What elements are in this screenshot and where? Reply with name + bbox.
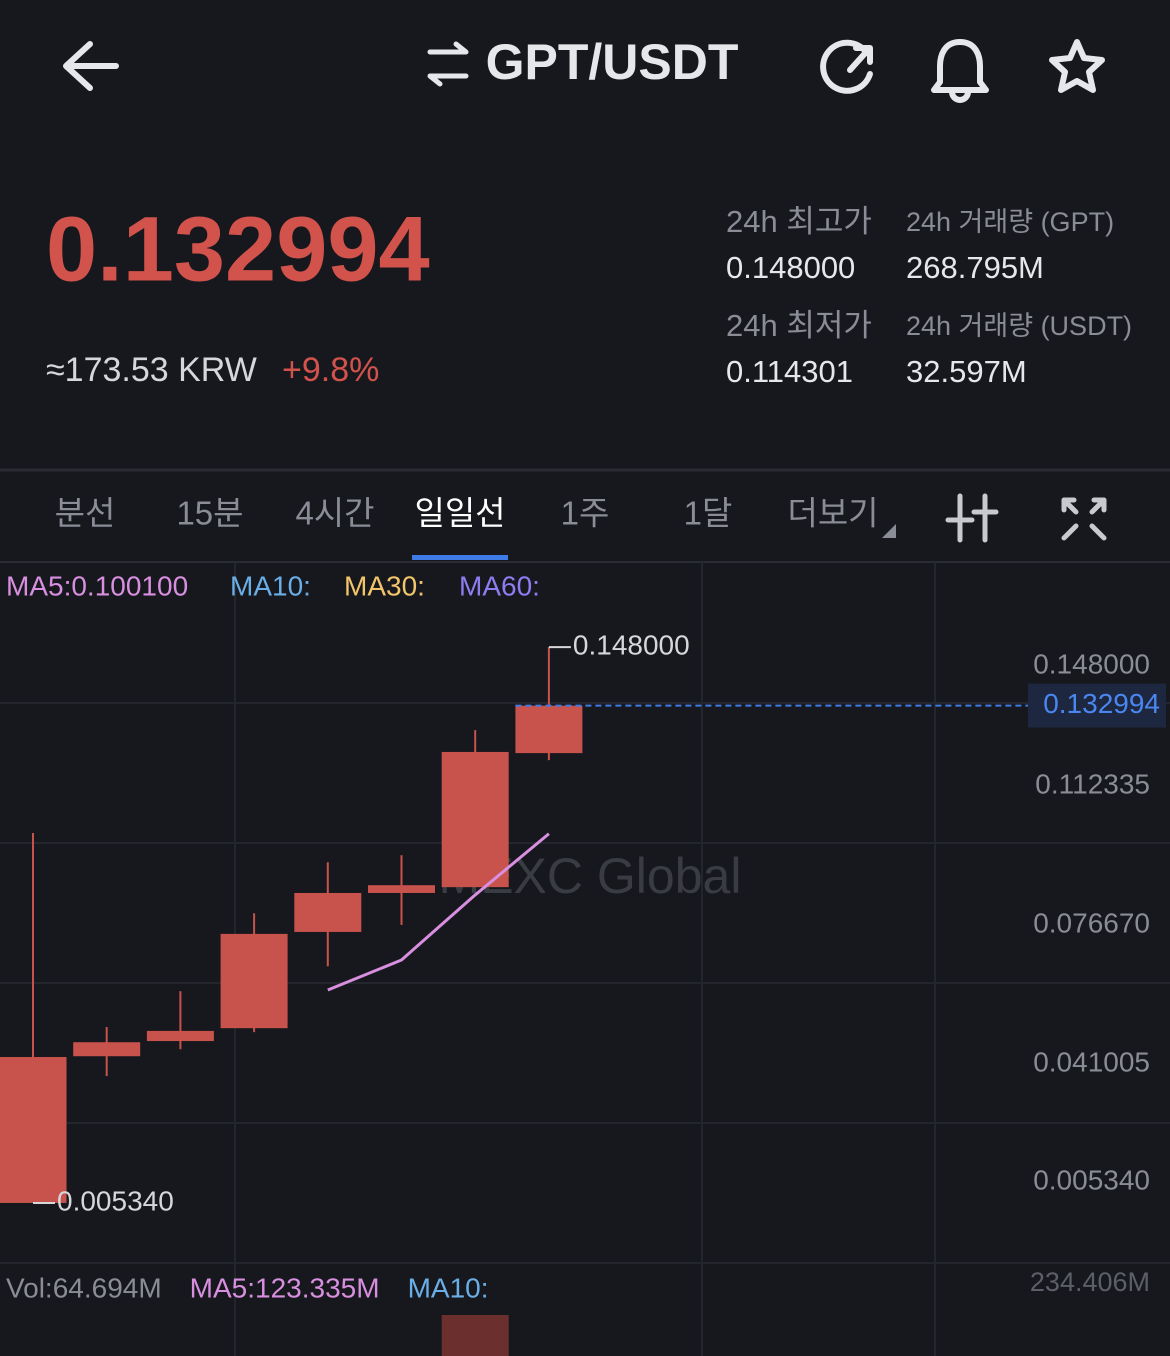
alert-icon[interactable]	[931, 39, 989, 103]
candle-body	[220, 933, 288, 1029]
y-tick-label: 0.076670	[1033, 907, 1150, 938]
candle-body	[515, 705, 583, 754]
more-arrow	[882, 524, 896, 538]
timeframe-tab[interactable]: 1주	[561, 495, 610, 532]
ma-legend: MA60:	[459, 570, 540, 601]
favorite-icon[interactable]	[1049, 39, 1105, 93]
y-tick-label: 0.148000	[1033, 648, 1150, 679]
candle-body	[441, 751, 509, 888]
swap-icon[interactable]	[427, 41, 469, 87]
volume-legend: MA5:123.335M	[190, 1272, 380, 1303]
stat-value: 0.148000	[726, 250, 855, 285]
last-price: 0.132994	[46, 198, 430, 300]
volume-bar	[441, 1315, 509, 1356]
candle-body	[146, 1030, 214, 1042]
stat-label: 24h 거래량 (USDT)	[906, 311, 1132, 341]
volume-max-label: 234.406M	[1030, 1267, 1150, 1297]
timeframe-tab[interactable]: 15분	[176, 495, 243, 532]
pair-title: GPT/USDT	[486, 34, 739, 90]
indicator-icon[interactable]	[945, 493, 999, 543]
candle-body	[0, 1057, 67, 1203]
timeframe-tab[interactable]: 더보기	[787, 495, 878, 532]
y-tick-label: 0.005340	[1033, 1164, 1150, 1195]
active-tab-indicator	[412, 555, 508, 560]
candle-body	[368, 885, 435, 893]
low-marker-label: 0.005340	[57, 1185, 174, 1216]
last-price-label: 0.132994	[1043, 688, 1160, 719]
back-button[interactable]	[63, 41, 119, 91]
ma-legend: MA10:	[230, 570, 311, 601]
fullscreen-icon[interactable]	[1061, 497, 1107, 541]
candle-body	[294, 892, 362, 932]
volume-legend: Vol:64.694M	[6, 1272, 162, 1303]
price-change: +9.8%	[282, 351, 379, 389]
ma-legend: MA5:0.100100	[6, 570, 188, 601]
krw-price: ≈173.53 KRW	[46, 351, 257, 389]
timeframe-tab[interactable]: 4시간	[295, 495, 374, 532]
ma-line	[327, 832, 550, 992]
timeframe-tab[interactable]: 일일선	[414, 495, 505, 532]
candle-body	[73, 1042, 141, 1057]
y-tick-label: 0.041005	[1033, 1046, 1150, 1077]
high-marker-label: 0.148000	[573, 630, 690, 661]
timeframe-tab[interactable]: 분선	[55, 495, 116, 532]
ma-legend: MA30:	[344, 570, 425, 601]
timeframe-tab[interactable]: 1달	[684, 495, 733, 532]
stat-value: 32.597M	[906, 354, 1027, 389]
volume-legend: MA10:	[408, 1272, 489, 1303]
stat-label: 24h 최저가	[726, 308, 872, 343]
stat-label: 24h 거래량 (GPT)	[906, 207, 1114, 237]
stat-value: 0.114301	[726, 354, 853, 389]
share-icon[interactable]	[820, 39, 873, 94]
last-price-tag	[1028, 683, 1166, 728]
stat-value: 268.795M	[906, 250, 1044, 285]
stat-label: 24h 최고가	[726, 204, 872, 239]
y-tick-label: 0.112335	[1035, 768, 1150, 799]
grid	[0, 562, 1170, 1356]
